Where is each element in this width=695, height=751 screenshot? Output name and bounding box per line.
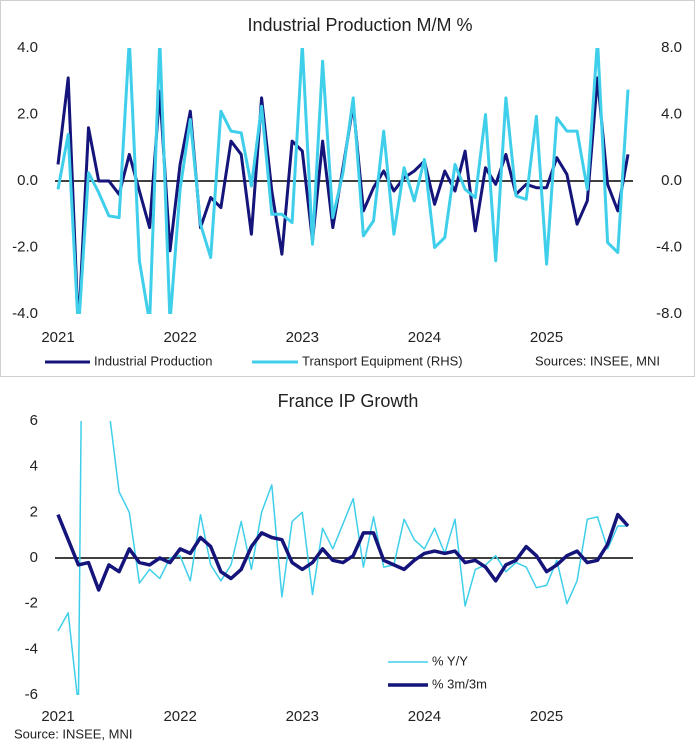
series-line bbox=[56, 512, 630, 592]
legend-label: % 3m/3m bbox=[432, 676, 487, 691]
x-tick-label: 2021 bbox=[41, 329, 74, 346]
chart-title: Industrial Production M/M % bbox=[247, 15, 472, 35]
y-tick-label: 0.0 bbox=[17, 172, 38, 189]
y-tick-label: 4 bbox=[30, 458, 38, 475]
y-tick-label: -2 bbox=[25, 595, 38, 612]
y-tick-label: 0 bbox=[30, 549, 38, 566]
x-tick-label: 2024 bbox=[408, 329, 441, 346]
series-line bbox=[56, 48, 630, 314]
source: Source: INSEE, MNI bbox=[14, 726, 132, 741]
y-tick-label: -2.0 bbox=[12, 238, 38, 255]
x-tick-label: 2022 bbox=[163, 329, 196, 346]
x-tick-label: 2021 bbox=[41, 708, 74, 725]
x-tick-label: 2022 bbox=[163, 708, 196, 725]
y2-tick-label: 8.0 bbox=[661, 39, 682, 56]
y-tick-label: -6 bbox=[25, 686, 38, 703]
x-tick-label: 2025 bbox=[530, 708, 563, 725]
y2-tick-label: -8.0 bbox=[656, 305, 682, 322]
y-tick-label: 4.0 bbox=[17, 39, 38, 56]
y-tick-label: 6 bbox=[30, 412, 38, 429]
source: Sources: INSEE, MNI bbox=[535, 353, 660, 368]
legend-label: Industrial Production bbox=[94, 353, 213, 368]
y-tick-label: -4.0 bbox=[12, 305, 38, 322]
y-tick-label: 2.0 bbox=[17, 105, 38, 122]
y2-tick-label: -4.0 bbox=[656, 238, 682, 255]
legend-label: % Y/Y bbox=[432, 653, 468, 668]
plot-area bbox=[56, 48, 630, 314]
x-tick-label: 2025 bbox=[530, 329, 563, 346]
y2-tick-label: 0.0 bbox=[661, 172, 682, 189]
legend-label: Transport Equipment (RHS) bbox=[302, 353, 463, 368]
top-panel-border bbox=[0, 0, 695, 377]
y-tick-label: -4 bbox=[25, 640, 38, 657]
plot-area bbox=[56, 421, 630, 695]
chart-title: France IP Growth bbox=[278, 391, 419, 411]
y2-tick-label: 4.0 bbox=[661, 105, 682, 122]
series-line bbox=[57, 421, 628, 695]
y-tick-label: 2 bbox=[30, 503, 38, 520]
x-tick-label: 2024 bbox=[408, 708, 441, 725]
x-tick-label: 2023 bbox=[286, 708, 319, 725]
x-tick-label: 2023 bbox=[286, 329, 319, 346]
